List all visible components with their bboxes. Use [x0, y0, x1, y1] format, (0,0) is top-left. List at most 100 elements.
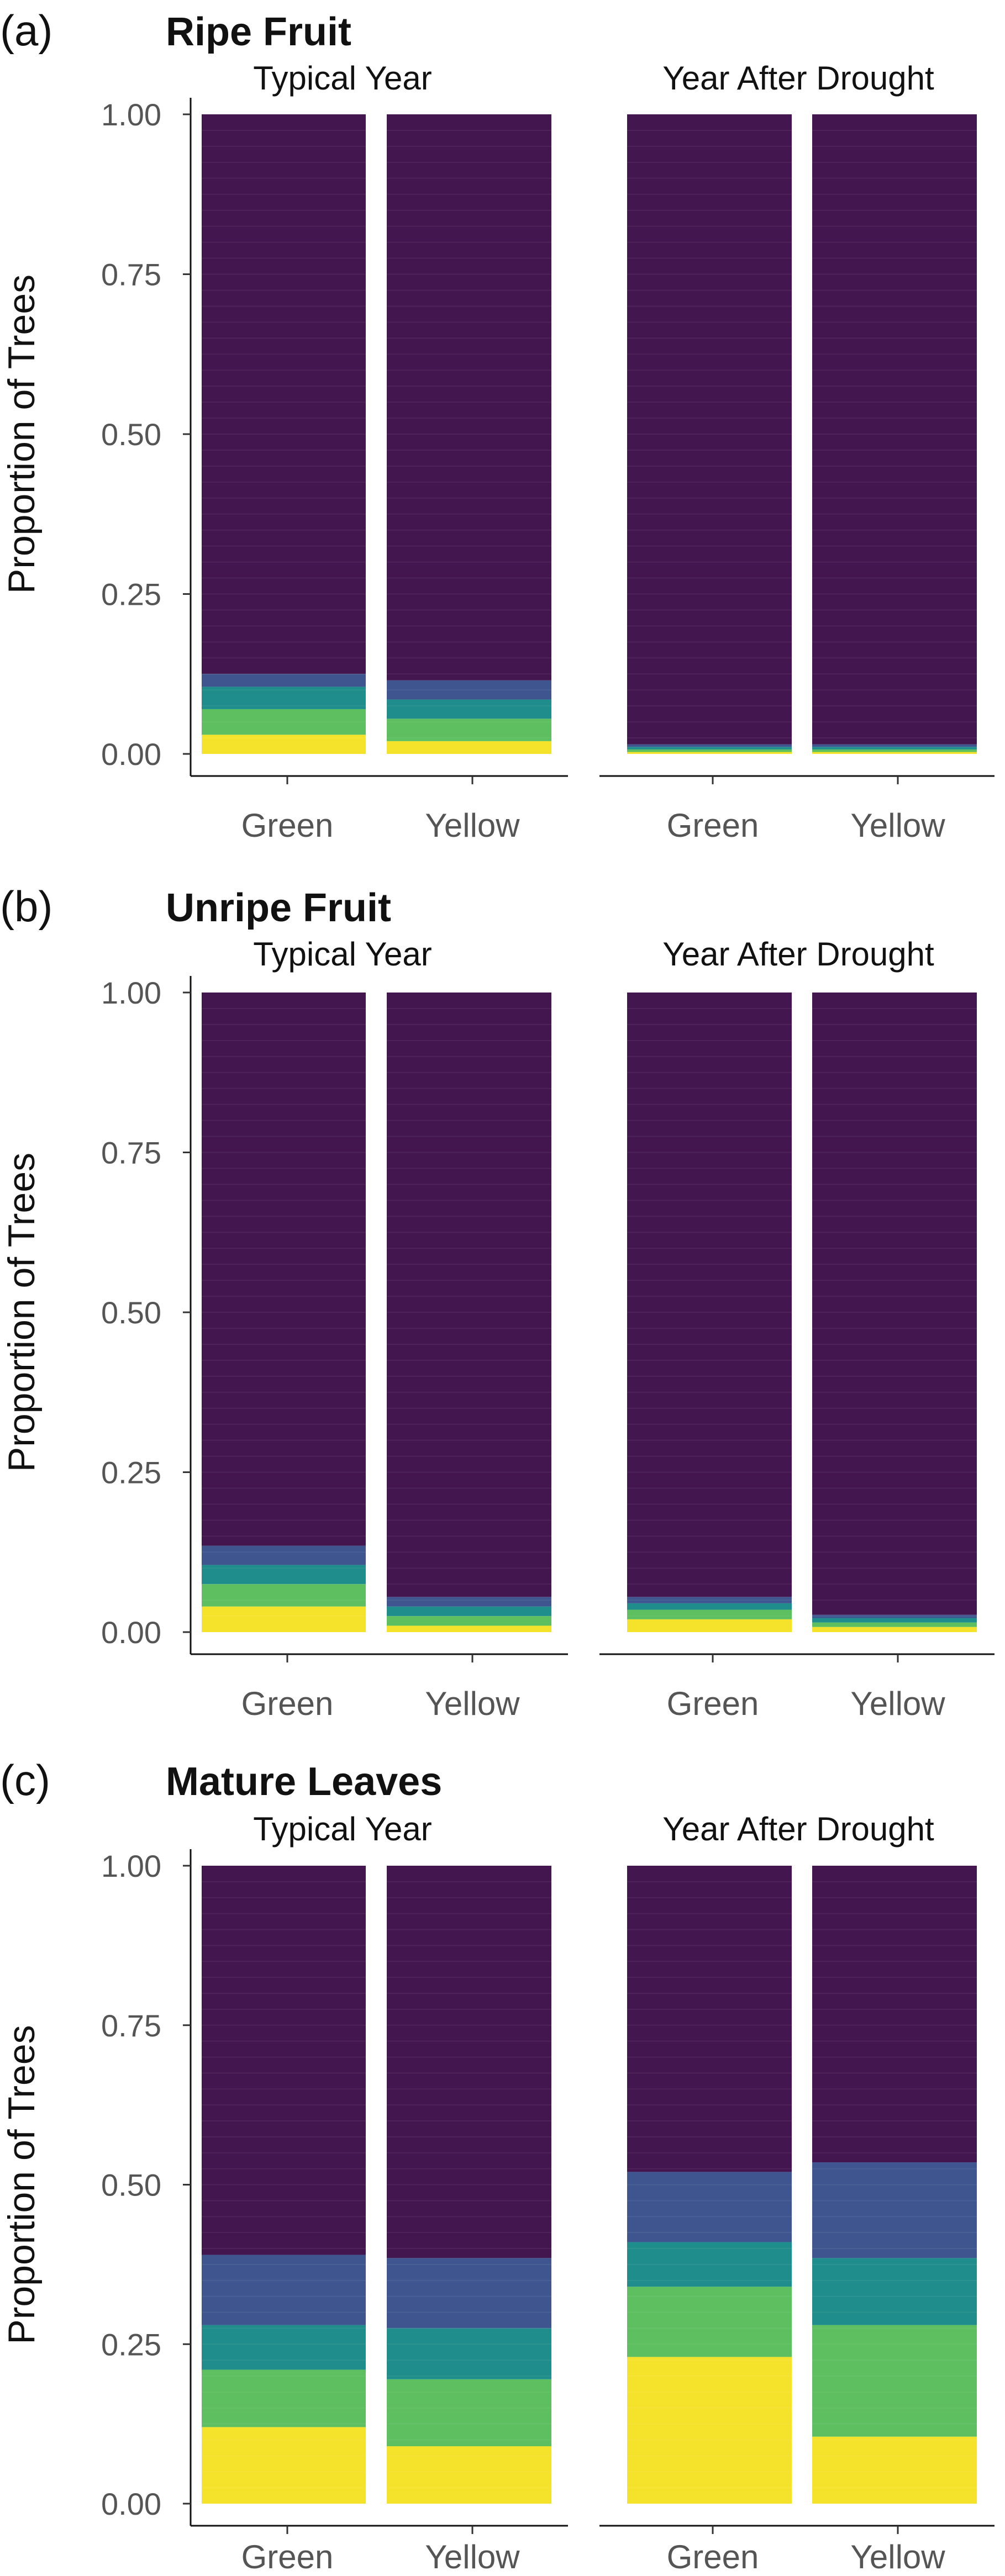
bar-segment-yellow — [627, 2357, 792, 2504]
bar-segment-purple — [202, 993, 366, 1546]
bar-segment-purple — [387, 1866, 551, 2258]
bar-segment-yellow — [812, 752, 977, 754]
facet-label: Typical Year — [253, 60, 432, 97]
x-category-label: Green — [241, 2538, 334, 2575]
y-tick-label: 0.25 — [101, 1455, 161, 1490]
bar-segment-green — [387, 1616, 551, 1626]
y-tick-label: 0.00 — [101, 2487, 161, 2521]
bar-segment-teal — [202, 1565, 366, 1585]
bar-segment-teal — [812, 1618, 977, 1623]
x-category-label: Green — [241, 807, 334, 844]
bar-segment-yellow — [202, 1606, 366, 1632]
bar-segment-green — [627, 1609, 792, 1619]
bar-segment-green — [387, 719, 551, 741]
bar-segment-yellow — [202, 735, 366, 754]
bar-segment-blue — [202, 674, 366, 687]
y-tick-label: 1.00 — [101, 1849, 161, 1883]
bar-segment-yellow — [812, 2436, 977, 2504]
x-category-label: Green — [667, 807, 759, 844]
bar-segment-green — [812, 2325, 977, 2437]
bar-segment-green — [202, 1584, 366, 1607]
y-axis-label: Proportion of Trees — [1, 1153, 43, 1472]
bar-segment-purple — [202, 114, 366, 674]
bar-segment-teal — [812, 2258, 977, 2325]
bar-segment-teal — [202, 687, 366, 709]
x-category-label: Green — [667, 2538, 759, 2575]
bar-segment-blue — [202, 1545, 366, 1565]
y-tick-label: 0.25 — [101, 2327, 161, 2362]
bar-segment-yellow — [627, 1619, 792, 1632]
bar-segment-green — [627, 2287, 792, 2357]
bar-segment-blue — [387, 680, 551, 700]
bar-segment-green — [202, 2369, 366, 2427]
bar-segment-purple — [627, 114, 792, 745]
y-tick-label: 0.00 — [101, 1615, 161, 1650]
bar-segment-blue — [812, 1614, 977, 1618]
bar-segment-teal — [387, 2328, 551, 2379]
y-tick-label: 0.50 — [101, 1295, 161, 1330]
y-tick-label: 0.00 — [101, 737, 161, 772]
y-axis-label: Proportion of Trees — [1, 2025, 43, 2344]
facet-label: Year After Drought — [662, 1810, 934, 1847]
y-tick-label: 0.75 — [101, 257, 161, 292]
bar-segment-teal — [627, 1603, 792, 1610]
y-axis-label: Proportion of Trees — [1, 275, 43, 594]
x-category-label: Yellow — [425, 807, 520, 844]
bar-segment-purple — [812, 993, 977, 1615]
x-category-label: Yellow — [425, 1685, 520, 1722]
bar-segment-yellow — [387, 1625, 551, 1632]
bar-segment-blue — [202, 2255, 366, 2325]
bar-segment-yellow — [387, 2446, 551, 2504]
bar-segment-green — [387, 2379, 551, 2447]
bar-segment-purple — [812, 1866, 977, 2163]
bar-segment-blue — [812, 2162, 977, 2258]
bar-segment-blue — [387, 1597, 551, 1607]
bar-segment-purple — [812, 114, 977, 745]
facet-label: Year After Drought — [662, 936, 934, 973]
bar-segment-purple — [387, 993, 551, 1597]
bar-segment-yellow — [627, 752, 792, 754]
y-tick-label: 1.00 — [101, 975, 161, 1010]
x-category-label: Green — [667, 1685, 759, 1722]
bar-segment-teal — [202, 2325, 366, 2370]
x-category-label: Green — [241, 1685, 334, 1722]
bar-segment-teal — [627, 747, 792, 749]
bar-segment-teal — [387, 1606, 551, 1617]
x-category-label: Yellow — [850, 2538, 945, 2575]
bar-segment-yellow — [387, 741, 551, 754]
bar-segment-teal — [387, 699, 551, 719]
bar-segment-purple — [202, 1866, 366, 2255]
bar-segment-yellow — [812, 1627, 977, 1632]
bar-segment-purple — [387, 114, 551, 680]
y-tick-label: 0.75 — [101, 1136, 161, 1170]
bar-segment-teal — [627, 2242, 792, 2287]
y-tick-label: 0.25 — [101, 577, 161, 612]
y-tick-label: 0.75 — [101, 2008, 161, 2043]
bar-segment-purple — [627, 1866, 792, 2172]
y-tick-label: 0.50 — [101, 417, 161, 452]
bar-segment-yellow — [202, 2427, 366, 2504]
bar-segment-green — [812, 1622, 977, 1627]
panel-title: Ripe Fruit — [166, 10, 351, 54]
panel-letter: (b) — [0, 882, 52, 931]
facet-label: Typical Year — [253, 936, 432, 973]
x-category-label: Yellow — [850, 807, 945, 844]
x-category-label: Yellow — [425, 2538, 520, 2575]
y-tick-label: 1.00 — [101, 97, 161, 132]
bar-segment-blue — [812, 744, 977, 747]
bar-segment-green — [812, 749, 977, 752]
panel-letter: (a) — [0, 6, 52, 55]
bar-segment-green — [627, 749, 792, 752]
bar-segment-blue — [627, 1597, 792, 1603]
x-category-label: Yellow — [850, 1685, 945, 1722]
facet-label: Year After Drought — [662, 60, 934, 97]
panel-title: Mature Leaves — [166, 1760, 442, 1804]
bar-segment-teal — [812, 747, 977, 749]
panel-letter: (c) — [0, 1756, 50, 1804]
bar-segment-green — [202, 709, 366, 735]
bar-segment-purple — [627, 993, 792, 1597]
bar-segment-blue — [627, 744, 792, 747]
facet-label: Typical Year — [253, 1810, 432, 1847]
bar-segment-blue — [387, 2258, 551, 2329]
